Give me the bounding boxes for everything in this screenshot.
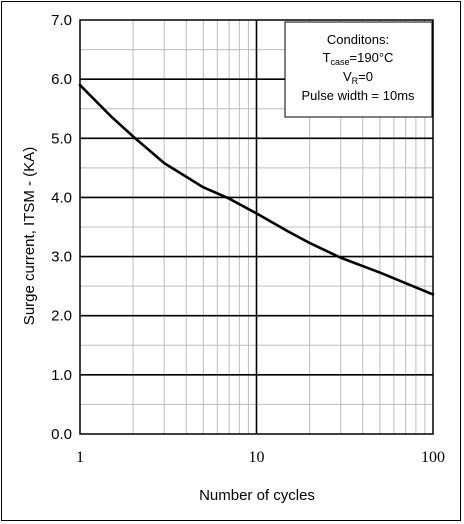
x-tick-label: 10: [249, 449, 265, 466]
x-tick-labels: 1 10 100: [76, 449, 445, 466]
major-grid: [80, 20, 433, 434]
plot-area-border: [79, 19, 434, 435]
y-tick-label: 5.0: [51, 130, 72, 147]
y-axis-label: Surge current, ITSM - (KA): [21, 147, 38, 325]
conditions-box: Conditons: Tcase=190°C VR=0 Pulse width …: [284, 21, 433, 118]
conditions-pulse-width: Pulse width = 10ms: [301, 88, 415, 103]
y-tick-label: 6.0: [51, 71, 72, 88]
y-tick-label: 0.0: [51, 426, 72, 443]
conditions-heading: Conditons:: [327, 32, 389, 47]
y-tick-label: 1.0: [51, 367, 72, 384]
surge-current-curve: [78, 83, 435, 296]
x-tick-label: 1: [76, 449, 84, 466]
x-tick-label: 100: [421, 449, 445, 466]
y-tick-label: 7.0: [51, 12, 72, 29]
y-tick-label: 4.0: [51, 189, 72, 206]
conditions-reverse-voltage: VR=0: [343, 69, 373, 86]
y-tick-labels: 0.0 1.0 2.0 3.0 4.0 5.0 6.0 7.0: [51, 12, 72, 443]
x-axis-label: Number of cycles: [199, 487, 315, 504]
conditions-case-temp: Tcase=190°C: [323, 50, 394, 67]
y-tick-label: 3.0: [51, 249, 72, 266]
series-layer: [78, 83, 435, 296]
y-tick-label: 2.0: [51, 308, 72, 325]
